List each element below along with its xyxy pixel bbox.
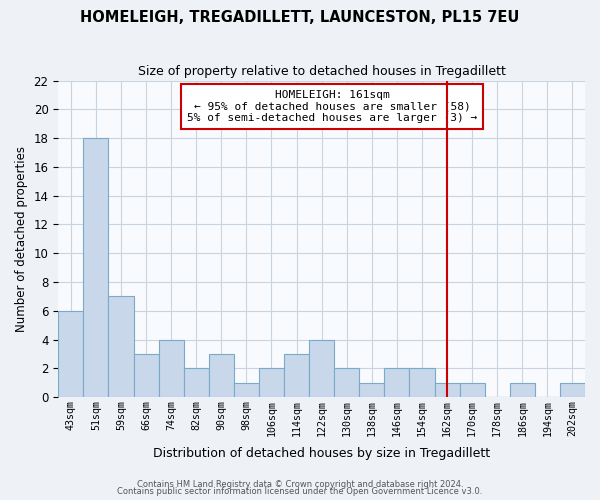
Bar — [184, 368, 209, 397]
X-axis label: Distribution of detached houses by size in Tregadillett: Distribution of detached houses by size … — [153, 447, 490, 460]
Title: Size of property relative to detached houses in Tregadillett: Size of property relative to detached ho… — [138, 65, 506, 78]
Bar — [259, 368, 284, 397]
Bar — [134, 354, 158, 397]
Text: HOMELEIGH: 161sqm
← 95% of detached houses are smaller (58)
5% of semi-detached : HOMELEIGH: 161sqm ← 95% of detached hous… — [187, 90, 477, 124]
Text: Contains public sector information licensed under the Open Government Licence v3: Contains public sector information licen… — [118, 487, 482, 496]
Bar — [434, 382, 460, 397]
Bar — [409, 368, 434, 397]
Bar — [334, 368, 359, 397]
Bar — [460, 382, 485, 397]
Bar — [234, 382, 259, 397]
Y-axis label: Number of detached properties: Number of detached properties — [15, 146, 28, 332]
Bar — [385, 368, 409, 397]
Text: Contains HM Land Registry data © Crown copyright and database right 2024.: Contains HM Land Registry data © Crown c… — [137, 480, 463, 489]
Bar — [309, 340, 334, 397]
Text: HOMELEIGH, TREGADILLETT, LAUNCESTON, PL15 7EU: HOMELEIGH, TREGADILLETT, LAUNCESTON, PL1… — [80, 10, 520, 25]
Bar — [359, 382, 385, 397]
Bar — [109, 296, 134, 397]
Bar — [209, 354, 234, 397]
Bar — [83, 138, 109, 397]
Bar — [158, 340, 184, 397]
Bar — [58, 311, 83, 397]
Bar — [560, 382, 585, 397]
Bar — [510, 382, 535, 397]
Bar — [284, 354, 309, 397]
